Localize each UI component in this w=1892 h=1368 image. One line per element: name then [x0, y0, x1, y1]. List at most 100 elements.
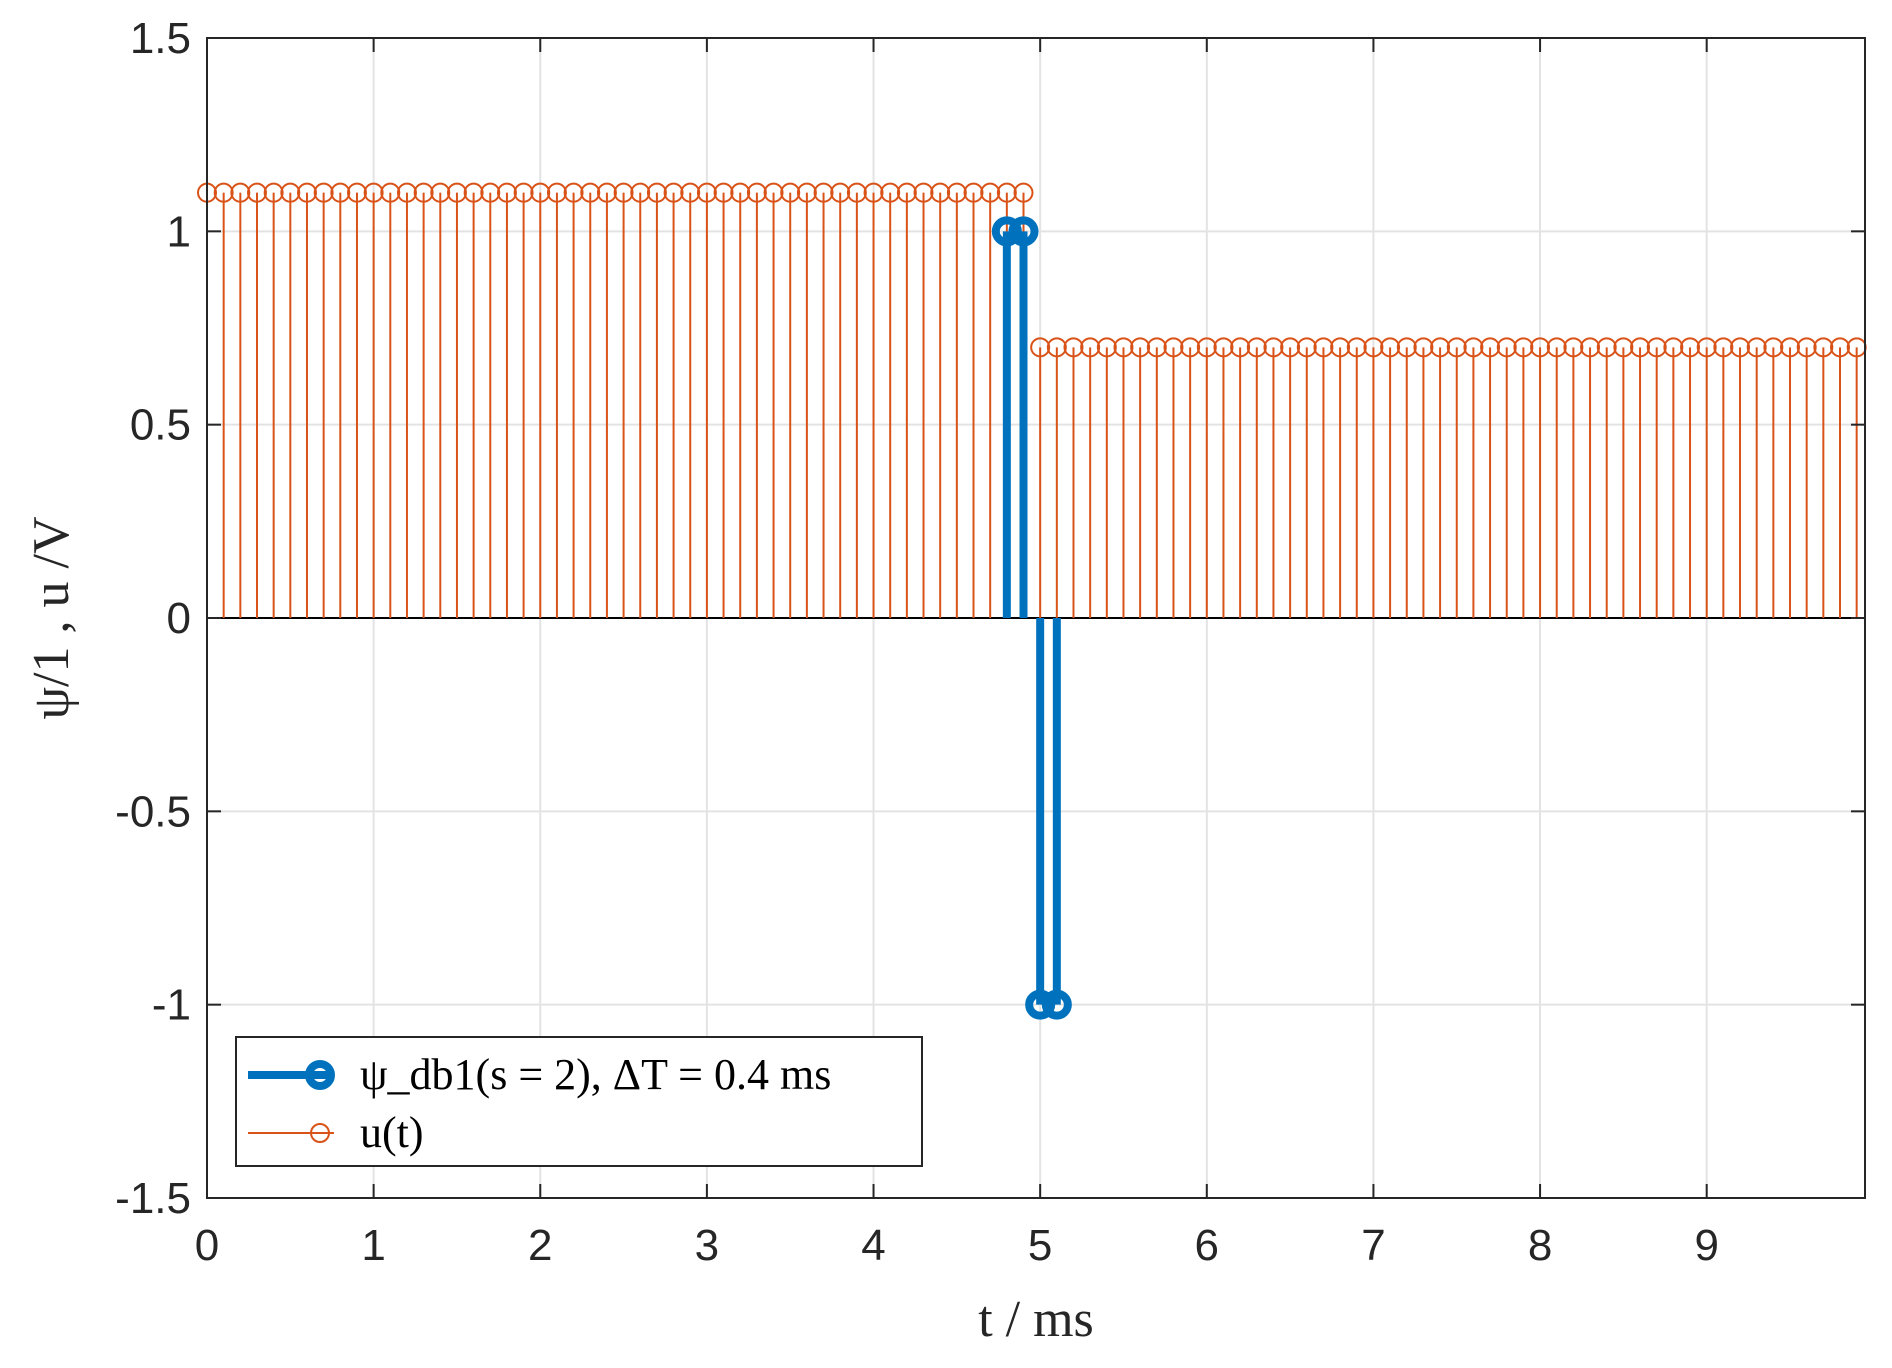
u-stem-marker: [1230, 337, 1251, 358]
u-stem-marker: [1580, 337, 1601, 358]
u-stem-marker: [963, 182, 984, 203]
u-stem-marker: [1396, 337, 1417, 358]
u-stem-marker: [846, 182, 867, 203]
legend-label-psi: ψ_db1(s = 2), ΔT = 0.4 ms: [360, 1050, 831, 1099]
u-stem-marker: [363, 182, 384, 203]
u-stem-marker: [813, 182, 834, 203]
y-tick-label: -1: [152, 981, 191, 1030]
u-stem-marker: [1596, 337, 1617, 358]
u-stem-marker: [1346, 337, 1367, 358]
y-tick-label: -0.5: [115, 787, 191, 836]
u-stem-marker: [1380, 337, 1401, 358]
u-stem-marker: [1513, 337, 1534, 358]
x-tick-label: 1: [361, 1221, 385, 1270]
u-stem-marker: [1313, 337, 1334, 358]
u-stem-marker: [1413, 337, 1434, 358]
x-tick-label: 6: [1195, 1221, 1219, 1270]
u-stem-marker: [580, 182, 601, 203]
u-stem-marker: [863, 182, 884, 203]
u-stem-marker: [513, 182, 534, 203]
u-stem-marker: [730, 182, 751, 203]
u-stem-marker: [380, 182, 401, 203]
psi-stem-marker: [1025, 989, 1056, 1020]
y-tick-label: 1.5: [130, 14, 191, 63]
psi-stem-marker: [1008, 216, 1039, 247]
u-stem-marker: [1663, 337, 1684, 358]
legend-box: [235, 1036, 923, 1167]
legend-label-u: u(t): [360, 1108, 424, 1157]
u-stem-marker: [230, 182, 251, 203]
u-stem-marker: [563, 182, 584, 203]
series-psi-stems: [991, 216, 1072, 1020]
u-stem-marker: [1363, 337, 1384, 358]
y-tick-label: 0.5: [130, 401, 191, 450]
u-stem-marker: [1680, 337, 1701, 358]
u-stem-marker: [1713, 337, 1734, 358]
x-tick-label: 9: [1694, 1221, 1718, 1270]
u-stem-marker: [1496, 337, 1517, 358]
x-tick-label: 3: [695, 1221, 719, 1270]
u-stem-marker: [646, 182, 667, 203]
series-u-stems: [197, 182, 1867, 618]
u-stem-marker: [313, 182, 334, 203]
u-stem-marker: [1563, 337, 1584, 358]
u-stem-marker: [1480, 337, 1501, 358]
u-stem-marker: [946, 182, 967, 203]
x-tick-label: 7: [1361, 1221, 1385, 1270]
u-stem-marker: [996, 182, 1017, 203]
u-stem-marker: [1180, 337, 1201, 358]
u-stem-marker: [1696, 337, 1717, 358]
u-stem-marker: [896, 182, 917, 203]
u-stem-marker: [696, 182, 717, 203]
psi-stem-marker: [1041, 989, 1072, 1020]
u-stem-marker: [263, 182, 284, 203]
u-stem-marker: [346, 182, 367, 203]
u-stem-marker: [1213, 337, 1234, 358]
u-stem-marker: [296, 182, 317, 203]
u-stem-marker: [463, 182, 484, 203]
u-stem-marker: [1113, 337, 1134, 358]
y-tick-label: 0: [167, 594, 191, 643]
u-stem-marker: [830, 182, 851, 203]
u-stem-marker: [1330, 337, 1351, 358]
legend-marker-u: [310, 1123, 330, 1143]
u-stem-marker: [763, 182, 784, 203]
y-tick-label: -1.5: [115, 1174, 191, 1223]
u-stem-marker: [796, 182, 817, 203]
u-stem-marker: [780, 182, 801, 203]
u-stem-marker: [713, 182, 734, 203]
x-axis-label: t / ms: [978, 1291, 1094, 1348]
u-stem-marker: [446, 182, 467, 203]
x-tick-label: 4: [861, 1221, 885, 1270]
u-stem-marker: [1730, 337, 1751, 358]
x-tick-label: 0: [195, 1221, 219, 1270]
u-stem-marker: [1646, 337, 1667, 358]
y-tick-label: 1: [167, 207, 191, 256]
x-tick-label: 8: [1528, 1221, 1552, 1270]
u-stem-marker: [1546, 337, 1567, 358]
u-stem-marker: [1463, 337, 1484, 358]
u-stem-marker: [1030, 337, 1051, 358]
u-stem-marker: [480, 182, 501, 203]
u-stem-marker: [930, 182, 951, 203]
u-stem-marker: [913, 182, 934, 203]
y-axis-label: ψ/1 , u /V: [23, 517, 80, 720]
u-stem-marker: [1446, 337, 1467, 358]
axes: 0 1 2 3 4 5 6 7 8 9 1.5 1 0.5 0 -0.5 -1 -1.5: [115, 14, 1865, 1270]
u-stem-marker: [1080, 337, 1101, 358]
u-stem-marker: [980, 182, 1001, 203]
u-stem-marker: [1013, 182, 1034, 203]
u-stem-marker: [630, 182, 651, 203]
u-stem-marker: [1163, 337, 1184, 358]
u-stem-marker: [546, 182, 567, 203]
u-stem-marker: [530, 182, 551, 203]
u-stem-marker: [1296, 337, 1317, 358]
u-stem-marker: [1046, 337, 1067, 358]
u-stem-marker: [663, 182, 684, 203]
u-stem-marker: [1746, 337, 1767, 358]
u-stem-marker: [1246, 337, 1267, 358]
u-stem-marker: [1830, 337, 1851, 358]
u-stem-marker: [280, 182, 301, 203]
u-stem-marker: [1813, 337, 1834, 358]
